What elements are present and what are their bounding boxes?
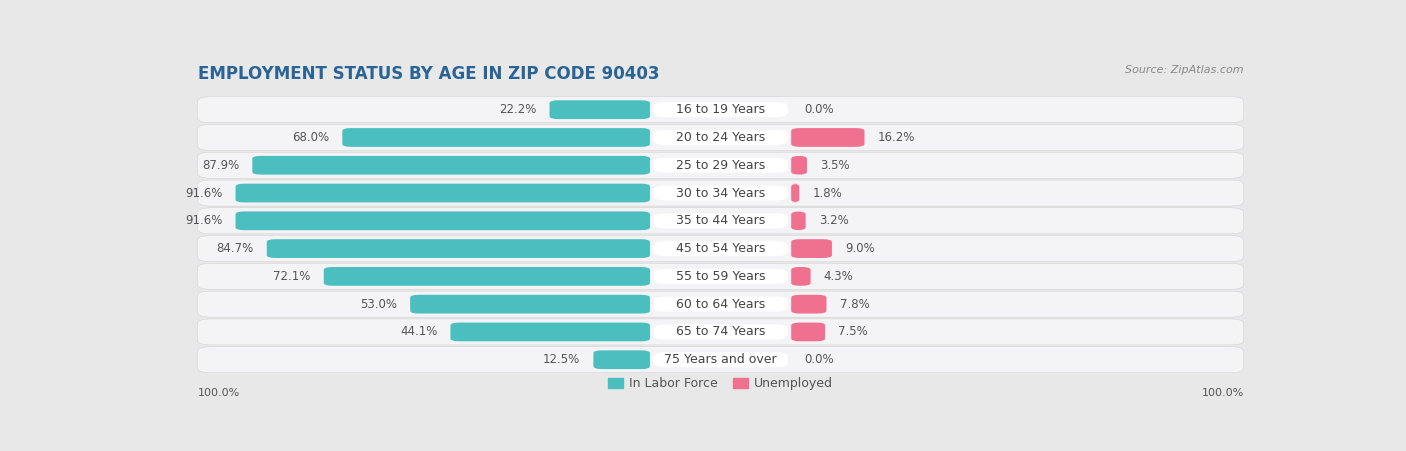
Text: 44.1%: 44.1%	[399, 326, 437, 338]
Text: 84.7%: 84.7%	[217, 242, 253, 255]
Text: 1.8%: 1.8%	[813, 187, 842, 199]
Text: 91.6%: 91.6%	[186, 214, 222, 227]
FancyBboxPatch shape	[792, 322, 825, 341]
FancyBboxPatch shape	[654, 213, 787, 228]
Text: Source: ZipAtlas.com: Source: ZipAtlas.com	[1125, 64, 1244, 74]
FancyBboxPatch shape	[197, 235, 1244, 262]
FancyBboxPatch shape	[236, 184, 650, 202]
FancyBboxPatch shape	[342, 128, 650, 147]
Text: 100.0%: 100.0%	[197, 388, 240, 398]
Text: 87.9%: 87.9%	[202, 159, 239, 172]
Text: 65 to 74 Years: 65 to 74 Years	[676, 326, 765, 338]
Text: 16 to 19 Years: 16 to 19 Years	[676, 103, 765, 116]
Text: 25 to 29 Years: 25 to 29 Years	[676, 159, 765, 172]
FancyBboxPatch shape	[197, 180, 1244, 206]
FancyBboxPatch shape	[654, 352, 787, 367]
FancyBboxPatch shape	[252, 156, 650, 175]
FancyBboxPatch shape	[654, 297, 787, 312]
FancyBboxPatch shape	[792, 239, 832, 258]
Text: 60 to 64 Years: 60 to 64 Years	[676, 298, 765, 311]
FancyBboxPatch shape	[550, 100, 650, 119]
FancyBboxPatch shape	[197, 124, 1244, 151]
FancyBboxPatch shape	[197, 208, 1244, 234]
FancyBboxPatch shape	[790, 184, 800, 202]
Text: 30 to 34 Years: 30 to 34 Years	[676, 187, 765, 199]
FancyBboxPatch shape	[654, 185, 787, 201]
Text: 3.5%: 3.5%	[820, 159, 849, 172]
FancyBboxPatch shape	[197, 152, 1244, 178]
FancyBboxPatch shape	[792, 267, 811, 286]
FancyBboxPatch shape	[654, 324, 787, 340]
FancyBboxPatch shape	[197, 291, 1244, 317]
Text: 9.0%: 9.0%	[845, 242, 875, 255]
Legend: In Labor Force, Unemployed: In Labor Force, Unemployed	[603, 372, 838, 395]
Text: 45 to 54 Years: 45 to 54 Years	[676, 242, 765, 255]
FancyBboxPatch shape	[411, 295, 650, 313]
FancyBboxPatch shape	[792, 156, 807, 175]
FancyBboxPatch shape	[197, 97, 1244, 123]
Text: 4.3%: 4.3%	[824, 270, 853, 283]
Text: 7.8%: 7.8%	[839, 298, 869, 311]
Text: 12.5%: 12.5%	[543, 353, 581, 366]
Text: 0.0%: 0.0%	[804, 353, 834, 366]
FancyBboxPatch shape	[197, 347, 1244, 373]
Text: 100.0%: 100.0%	[1201, 388, 1244, 398]
Text: 75 Years and over: 75 Years and over	[664, 353, 778, 366]
Text: EMPLOYMENT STATUS BY AGE IN ZIP CODE 90403: EMPLOYMENT STATUS BY AGE IN ZIP CODE 904…	[197, 64, 659, 83]
FancyBboxPatch shape	[792, 212, 806, 230]
FancyBboxPatch shape	[450, 322, 650, 341]
FancyBboxPatch shape	[654, 241, 787, 256]
Text: 16.2%: 16.2%	[877, 131, 915, 144]
FancyBboxPatch shape	[236, 212, 650, 230]
Text: 0.0%: 0.0%	[804, 103, 834, 116]
FancyBboxPatch shape	[593, 350, 650, 369]
FancyBboxPatch shape	[654, 102, 787, 117]
Text: 35 to 44 Years: 35 to 44 Years	[676, 214, 765, 227]
FancyBboxPatch shape	[323, 267, 650, 286]
Text: 22.2%: 22.2%	[499, 103, 537, 116]
Text: 91.6%: 91.6%	[186, 187, 222, 199]
Text: 3.2%: 3.2%	[818, 214, 848, 227]
FancyBboxPatch shape	[654, 158, 787, 173]
Text: 53.0%: 53.0%	[360, 298, 396, 311]
FancyBboxPatch shape	[792, 128, 865, 147]
FancyBboxPatch shape	[197, 319, 1244, 345]
FancyBboxPatch shape	[792, 295, 827, 313]
Text: 20 to 24 Years: 20 to 24 Years	[676, 131, 765, 144]
Text: 7.5%: 7.5%	[838, 326, 868, 338]
Text: 55 to 59 Years: 55 to 59 Years	[676, 270, 765, 283]
Text: 72.1%: 72.1%	[273, 270, 311, 283]
FancyBboxPatch shape	[267, 239, 650, 258]
FancyBboxPatch shape	[654, 269, 787, 284]
FancyBboxPatch shape	[197, 263, 1244, 290]
Text: 68.0%: 68.0%	[292, 131, 329, 144]
FancyBboxPatch shape	[654, 130, 787, 145]
